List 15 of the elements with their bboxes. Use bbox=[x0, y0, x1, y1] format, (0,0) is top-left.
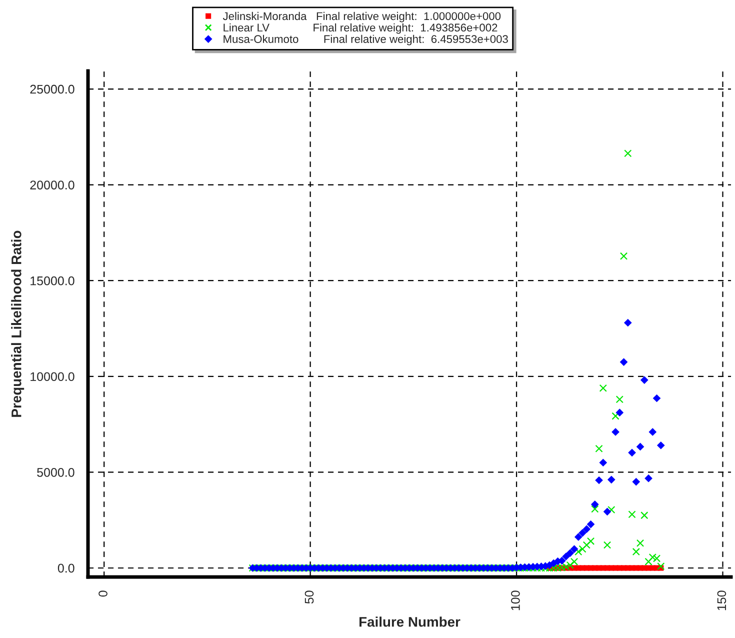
x-axis-title: Failure Number bbox=[359, 616, 460, 627]
y-tick-label: 25000.0 bbox=[30, 84, 74, 94]
y-tick-label: 10000.0 bbox=[30, 372, 74, 382]
y-tick-label: 5000.0 bbox=[37, 468, 74, 477]
legend-label: Jelinski-Moranda Final relative weight: 1.000000e+000 bbox=[222, 12, 501, 22]
y-axis-title: Prequential Likelihood Ratio bbox=[11, 230, 24, 417]
y-tick-label: 20000.0 bbox=[30, 180, 74, 190]
x-tick-label: 0 bbox=[98, 590, 108, 597]
x-tick-label: 100 bbox=[511, 590, 520, 610]
y-tick-label: 0.0 bbox=[58, 564, 74, 573]
x-tick-label: 50 bbox=[304, 590, 314, 604]
legend-label: Linear LV Final relative weight: 1.493856e+002 bbox=[224, 23, 498, 34]
legend-label: Musa-Okumoto Final relative weight: 6.459553e+003 bbox=[224, 34, 508, 46]
x-tick-label: 150 bbox=[717, 590, 726, 610]
y-tick-label: 15000.0 bbox=[30, 276, 74, 286]
